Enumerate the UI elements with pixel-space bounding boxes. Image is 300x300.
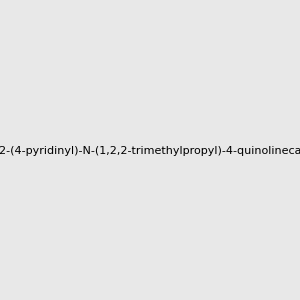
Text: 6-methyl-2-(4-pyridinyl)-N-(1,2,2-trimethylpropyl)-4-quinolinecarboxamide: 6-methyl-2-(4-pyridinyl)-N-(1,2,2-trimet… — [0, 146, 300, 157]
